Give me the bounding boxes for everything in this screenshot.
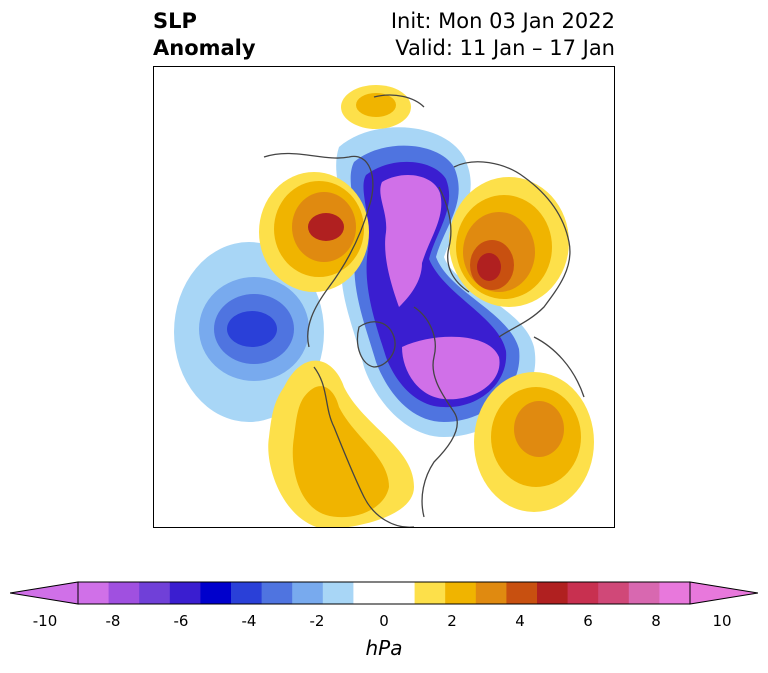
colorbar-ticks: -10 -8 -6 -4 -2 0 2 4 6 8 10 bbox=[0, 612, 768, 632]
tick-label: 4 bbox=[515, 612, 525, 630]
colorbar-outline bbox=[77, 581, 691, 605]
colorbar bbox=[10, 581, 758, 605]
tick-label: -2 bbox=[309, 612, 325, 630]
positive-anomaly-asia bbox=[259, 85, 411, 292]
colorbar-cell bbox=[78, 582, 110, 604]
colorbar-cell bbox=[139, 582, 171, 604]
positive-anomaly-europe bbox=[449, 177, 569, 307]
tick-label: 0 bbox=[379, 612, 389, 630]
colorbar-cell bbox=[231, 582, 263, 604]
tick-label: 2 bbox=[447, 612, 457, 630]
map-title: SLP Anomaly bbox=[153, 8, 256, 62]
colorbar-cell bbox=[506, 582, 538, 604]
colorbar-cell bbox=[537, 582, 569, 604]
tick-label: -6 bbox=[173, 612, 189, 630]
title-subtitle: Anomaly bbox=[153, 36, 256, 60]
map-date-info: Init: Mon 03 Jan 2022 Valid: 11 Jan – 17… bbox=[391, 8, 615, 62]
colorbar-max-extension bbox=[689, 581, 758, 605]
tick-label: -4 bbox=[241, 612, 257, 630]
tick-label: -10 bbox=[32, 612, 58, 630]
colorbar-cell bbox=[414, 582, 446, 604]
colorbar-cell bbox=[628, 582, 660, 604]
colorbar-cell bbox=[445, 582, 477, 604]
title-variable: SLP bbox=[153, 9, 197, 33]
colorbar-cell bbox=[200, 582, 232, 604]
colorbar-cell bbox=[261, 582, 293, 604]
colorbar-unit-label: hPa bbox=[365, 636, 403, 660]
valid-range-label: Valid: 11 Jan – 17 Jan bbox=[395, 36, 615, 60]
colorbar-cell bbox=[659, 582, 691, 604]
colorbar-min-extension bbox=[10, 581, 79, 605]
tick-label: 6 bbox=[583, 612, 593, 630]
colorbar-cell bbox=[567, 582, 599, 604]
slp-anomaly-map bbox=[174, 85, 594, 527]
colorbar-cell bbox=[598, 582, 630, 604]
tick-label: -8 bbox=[105, 612, 121, 630]
colorbar-cell bbox=[292, 582, 324, 604]
negative-anomaly-pacific bbox=[174, 242, 324, 422]
colorbar-cell bbox=[475, 582, 507, 604]
tick-label: 8 bbox=[651, 612, 661, 630]
colorbar-cell bbox=[322, 582, 354, 604]
colorbar-cell bbox=[108, 582, 140, 604]
init-date-label: Init: Mon 03 Jan 2022 bbox=[390, 9, 615, 33]
positive-anomaly-atlantic bbox=[474, 372, 594, 512]
colorbar-cell bbox=[384, 582, 416, 604]
coastlines bbox=[263, 94, 585, 527]
colorbar-cell bbox=[169, 582, 201, 604]
tick-label: 10 bbox=[712, 612, 732, 630]
colorbar-cell bbox=[353, 582, 385, 604]
map-panel bbox=[153, 66, 615, 528]
